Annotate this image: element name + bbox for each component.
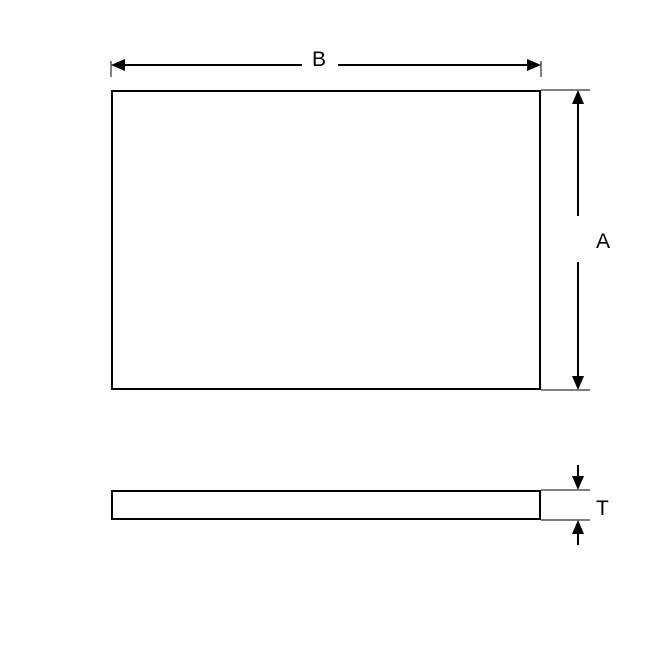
dim-label-A: A [596,230,610,254]
dim-label-B: B [312,48,326,72]
dimension-annotations [0,0,670,670]
dim-label-T: T [596,497,609,521]
dimension-diagram: B A T [0,0,670,670]
